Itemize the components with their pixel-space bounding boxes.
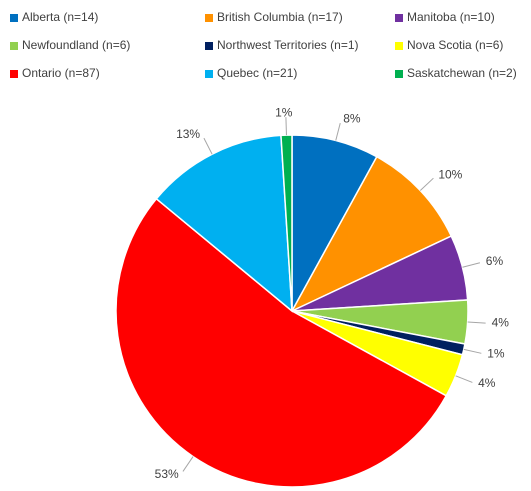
legend-swatch — [10, 70, 18, 78]
data-label: 6% — [486, 254, 504, 268]
legend-label: Alberta (n=14) — [22, 10, 98, 24]
leader-line — [455, 375, 473, 383]
legend-label: Nova Scotia (n=6) — [407, 38, 503, 52]
pie-slice — [115, 197, 448, 488]
leader-line — [419, 177, 434, 191]
legend-label: Newfoundland (n=6) — [22, 38, 130, 52]
data-label: 4% — [492, 316, 510, 330]
legend-swatch — [395, 42, 403, 50]
data-label: 8% — [343, 111, 361, 125]
data-label: 53% — [155, 467, 179, 481]
legend-swatch — [10, 42, 18, 50]
legend-swatch — [395, 14, 403, 22]
legend-swatch — [10, 14, 18, 22]
data-label: 10% — [438, 168, 462, 182]
leader-line — [467, 321, 486, 324]
leader-line — [285, 117, 287, 136]
leader-line — [463, 348, 482, 354]
legend-swatch — [395, 70, 403, 78]
legend-label: Quebec (n=21) — [217, 66, 297, 80]
pie-slice — [290, 155, 453, 313]
legend-label: Ontario (n=87) — [22, 66, 100, 80]
pie-slice — [291, 134, 378, 312]
legend-label: Saskatchewan (n=2) — [407, 66, 517, 80]
data-label: 1% — [487, 346, 505, 360]
legend-label: Manitoba (n=10) — [407, 10, 495, 24]
legend-swatch — [205, 42, 213, 50]
data-label: 13% — [176, 127, 200, 141]
legend-swatch — [205, 70, 213, 78]
legend-label: British Columbia (n=17) — [217, 10, 343, 24]
leader-line — [462, 262, 481, 268]
data-label: 4% — [478, 376, 496, 390]
legend-swatch — [205, 14, 213, 22]
leader-line — [335, 122, 341, 141]
leader-line — [182, 456, 194, 472]
legend-label: Northwest Territories (n=1) — [217, 38, 359, 52]
data-label: 1% — [275, 105, 293, 119]
leader-line — [203, 137, 213, 155]
